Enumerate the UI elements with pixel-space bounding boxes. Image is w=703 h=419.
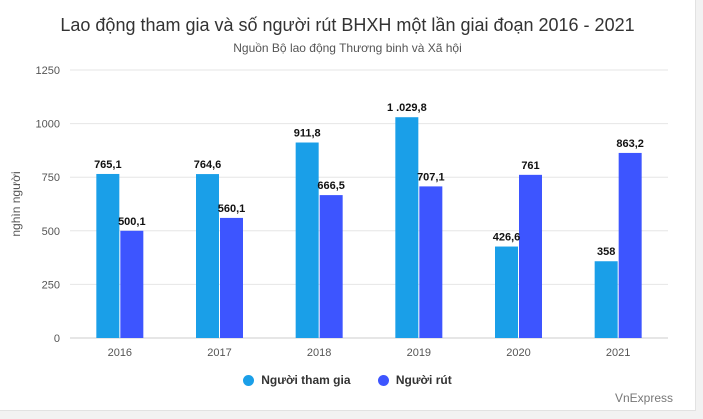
y-tick-label: 250 — [42, 279, 60, 291]
bar-2021-series-2[interactable] — [618, 152, 642, 338]
x-tick-label: 2021 — [606, 347, 630, 359]
bar-2017-series-2[interactable] — [220, 217, 243, 338]
bar-2019-series-2[interactable] — [419, 186, 443, 338]
legend: Người tham gia Người rút — [0, 373, 695, 389]
x-tick-label: 2017 — [207, 347, 231, 359]
x-axis-ticks: 2016 2017 2018 2019 2020 2021 — [108, 347, 631, 359]
y-tick-label: 1000 — [36, 119, 60, 131]
legend-dot-icon — [377, 374, 389, 386]
legend-dot-icon — [243, 374, 255, 386]
chart-title: Lao động tham gia và số người rút BHXH m… — [60, 15, 635, 35]
data-label: 761 — [521, 160, 539, 172]
bar-2018-series-1[interactable] — [295, 142, 319, 338]
bar-2020-series-2[interactable] — [519, 174, 542, 338]
chart-card: Lao động tham gia và số người rút BHXH m… — [0, 0, 696, 411]
data-label: 765,1 — [94, 159, 122, 171]
x-tick-label: 2016 — [108, 347, 132, 359]
bars — [96, 117, 642, 338]
data-labels: 765,1 500,1 764,6 560,1 911,8 666,5 1 .029,8 70… — [94, 102, 644, 258]
gridlines — [70, 69, 668, 339]
x-tick-label: 2018 — [307, 347, 331, 359]
data-label: 666,5 — [317, 180, 345, 192]
data-label: 358 — [597, 246, 615, 258]
legend-label: Người rút — [395, 373, 452, 387]
bar-2021-series-1[interactable] — [594, 261, 618, 338]
y-tick-label: 1250 — [36, 65, 60, 77]
data-label: 426,6 — [493, 232, 521, 244]
x-tick-label: 2020 — [506, 347, 530, 359]
y-axis-ticks: 0 250 500 750 1000 1250 — [36, 65, 60, 345]
bar-2020-series-1[interactable] — [495, 246, 518, 338]
y-tick-label: 0 — [54, 333, 60, 345]
x-tick-label: 2019 — [407, 347, 431, 359]
data-label: 863,2 — [616, 138, 644, 150]
bar-2018-series-2[interactable] — [319, 195, 343, 338]
legend-item-series-2[interactable]: Người rút — [377, 373, 452, 387]
data-label: 500,1 — [118, 216, 146, 228]
y-tick-label: 750 — [42, 172, 60, 184]
y-axis-label: nghìn người — [9, 171, 23, 236]
bar-2019-series-1[interactable] — [395, 117, 419, 338]
bar-2016-series-2[interactable] — [120, 230, 144, 338]
chart-subtitle: Nguồn Bộ lao động Thương binh và Xã hội — [233, 41, 462, 55]
bar-2016-series-1[interactable] — [96, 173, 120, 338]
data-label: 560,1 — [218, 203, 246, 215]
legend-item-series-1[interactable]: Người tham gia — [243, 373, 351, 387]
legend-label: Người tham gia — [261, 373, 351, 387]
data-label: 1 .029,8 — [387, 102, 427, 114]
bar-2017-series-1[interactable] — [196, 174, 219, 338]
data-label: 911,8 — [294, 128, 321, 140]
data-label: 764,6 — [194, 159, 222, 171]
credit-text[interactable]: VnExpress — [614, 391, 673, 405]
y-tick-label: 500 — [42, 226, 60, 238]
data-label: 707,1 — [417, 171, 445, 183]
